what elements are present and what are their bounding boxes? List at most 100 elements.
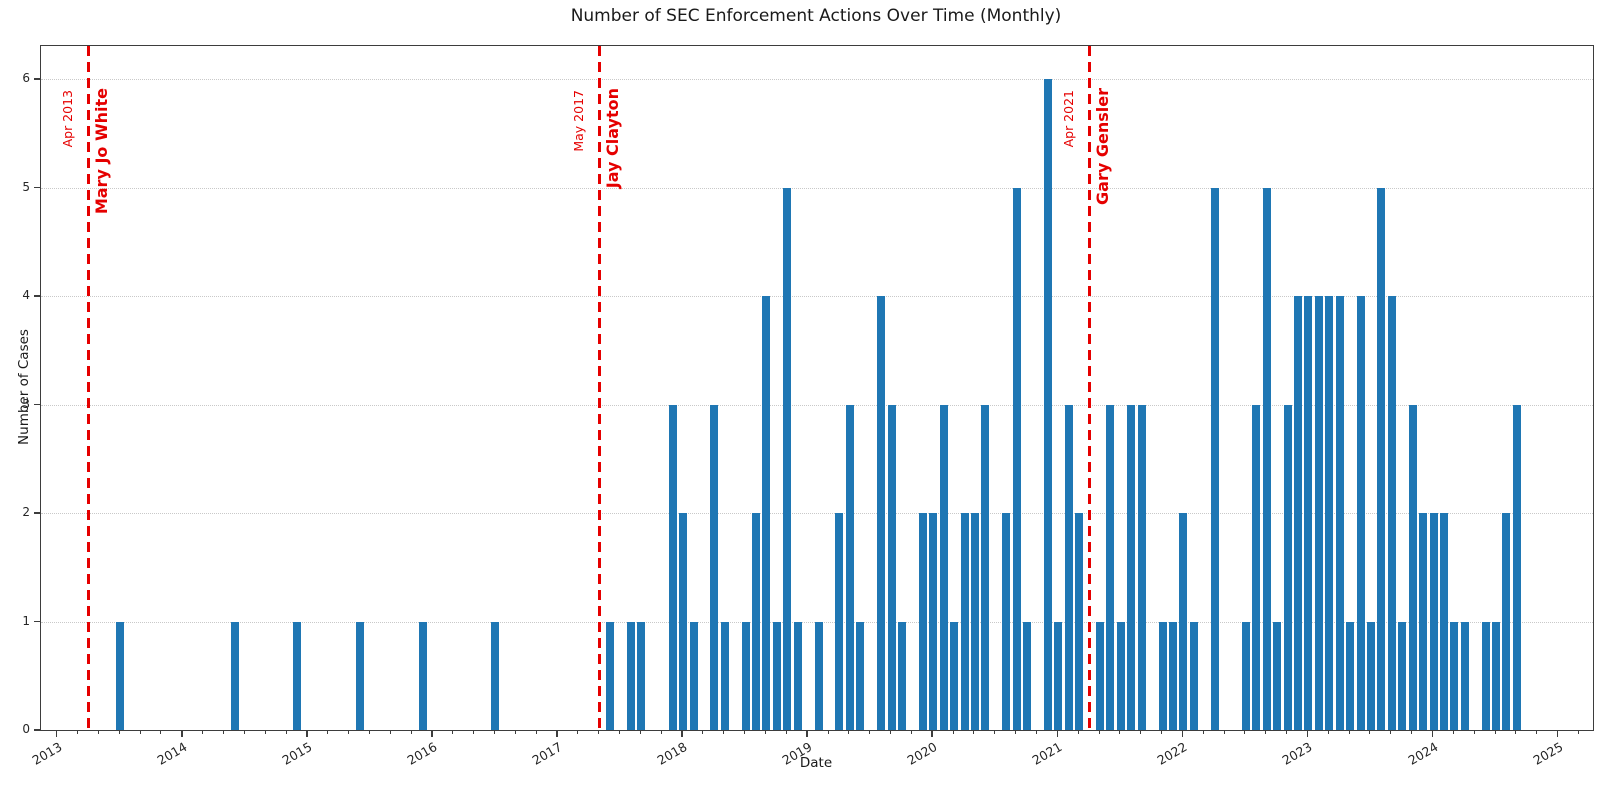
- x-minor-tick: [348, 730, 350, 734]
- bar: [1429, 513, 1438, 730]
- x-tick: [431, 730, 433, 737]
- bar: [783, 187, 792, 730]
- x-minor-tick: [1035, 730, 1037, 734]
- x-minor-tick: [1286, 730, 1288, 734]
- x-minor-tick: [577, 730, 579, 734]
- chart-title: Number of SEC Enforcement Actions Over T…: [570, 6, 1062, 26]
- x-minor-tick: [910, 730, 912, 734]
- y-tick: [34, 620, 40, 623]
- bar: [793, 621, 802, 730]
- x-minor-tick: [994, 730, 996, 734]
- bar: [741, 621, 750, 730]
- bar: [950, 621, 959, 730]
- bar: [1189, 621, 1198, 730]
- bar: [1168, 621, 1177, 730]
- x-minor-tick: [1098, 730, 1100, 734]
- chairman-start-line: [598, 46, 602, 730]
- bar: [293, 621, 302, 730]
- chairman-name-label: Gary Gensler: [1092, 88, 1112, 205]
- x-minor-tick: [389, 730, 391, 734]
- x-minor-tick: [222, 730, 224, 734]
- bar: [1460, 621, 1469, 730]
- x-minor-tick: [118, 730, 120, 734]
- x-minor-tick: [973, 730, 975, 734]
- bar: [1179, 513, 1188, 730]
- x-tick: [181, 730, 183, 737]
- bar: [939, 404, 948, 730]
- bar: [1043, 79, 1052, 730]
- bar: [752, 513, 761, 730]
- bar: [1106, 404, 1115, 730]
- gridline: [41, 296, 1593, 298]
- bar: [887, 404, 896, 730]
- bar: [1377, 187, 1386, 730]
- bar: [1023, 621, 1032, 730]
- bar: [626, 621, 635, 730]
- y-tick-label: 4: [22, 288, 30, 303]
- x-minor-tick: [827, 730, 829, 734]
- x-minor-tick: [660, 730, 662, 734]
- chairman-start-line: [87, 46, 91, 730]
- bar: [1002, 513, 1011, 730]
- bar: [418, 621, 427, 730]
- bar: [606, 621, 615, 730]
- bar: [637, 621, 646, 730]
- bar: [772, 621, 781, 730]
- bar: [720, 621, 729, 730]
- x-minor-tick: [1536, 730, 1538, 734]
- bar: [1273, 621, 1282, 730]
- x-tick: [556, 730, 558, 737]
- bar: [1304, 296, 1313, 730]
- x-minor-tick: [702, 730, 704, 734]
- x-minor-tick: [952, 730, 954, 734]
- x-minor-tick: [1077, 730, 1079, 734]
- bar: [679, 513, 688, 730]
- bar: [1294, 296, 1303, 730]
- bar: [1096, 621, 1104, 730]
- bar: [814, 621, 823, 730]
- bar: [355, 621, 364, 730]
- bar: [1419, 513, 1428, 730]
- x-tick: [1056, 730, 1059, 737]
- gridline: [41, 404, 1593, 406]
- bar: [1064, 404, 1073, 730]
- x-minor-tick: [285, 730, 287, 734]
- bar: [689, 621, 698, 730]
- x-tick: [1181, 730, 1184, 737]
- x-minor-tick: [97, 730, 99, 734]
- plot-area: [40, 45, 1594, 731]
- x-minor-tick: [514, 730, 516, 734]
- x-minor-tick: [744, 730, 746, 734]
- x-minor-tick: [473, 730, 475, 734]
- x-minor-tick: [1140, 730, 1142, 734]
- bar: [1366, 621, 1375, 730]
- x-tick: [55, 730, 58, 737]
- x-minor-tick: [1244, 730, 1246, 734]
- x-minor-tick: [1390, 730, 1392, 734]
- x-minor-tick: [1265, 730, 1267, 734]
- x-minor-tick: [1473, 730, 1475, 734]
- gridline: [41, 187, 1593, 189]
- x-minor-tick: [1577, 730, 1579, 734]
- x-minor-tick: [1119, 730, 1121, 734]
- bar: [1241, 621, 1250, 730]
- x-minor-tick: [869, 730, 871, 734]
- x-minor-tick: [1202, 730, 1204, 734]
- bar: [835, 513, 844, 730]
- x-minor-tick: [410, 730, 412, 734]
- bar: [1387, 296, 1396, 730]
- x-minor-tick: [243, 730, 245, 734]
- bar: [1398, 621, 1407, 730]
- x-minor-tick: [764, 730, 766, 734]
- bar: [1210, 187, 1219, 730]
- bar: [1314, 296, 1323, 730]
- x-minor-tick: [139, 730, 141, 734]
- bar: [1356, 296, 1365, 730]
- bar: [116, 621, 125, 730]
- x-minor-tick: [1161, 730, 1163, 734]
- y-tick: [34, 403, 40, 406]
- x-tick: [306, 730, 308, 737]
- y-tick: [34, 729, 40, 731]
- bar: [1325, 296, 1334, 730]
